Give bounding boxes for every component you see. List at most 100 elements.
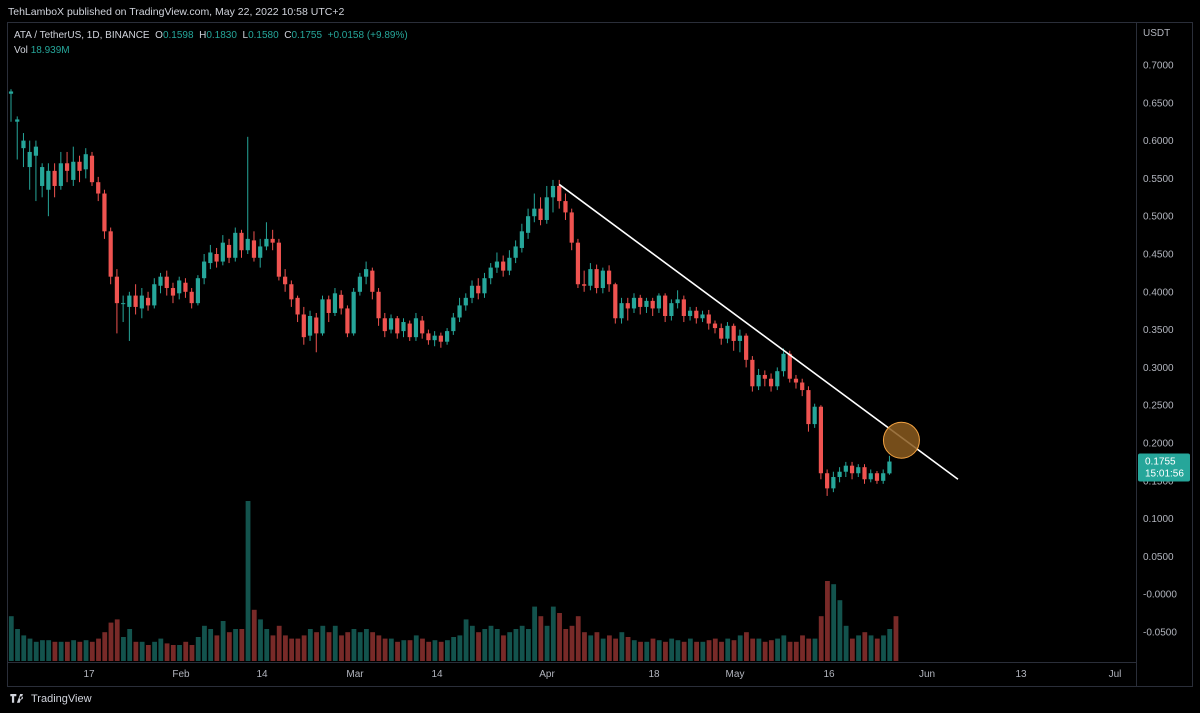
volume-bar — [71, 640, 76, 661]
volume-bar — [700, 641, 706, 661]
price-tick-label: 0.4000 — [1143, 287, 1174, 298]
time-axis[interactable] — [8, 662, 1136, 687]
time-tick-label: 13 — [1015, 669, 1027, 680]
volume-bar — [170, 645, 176, 661]
volume-bar — [837, 600, 843, 661]
candle-body — [843, 465, 848, 472]
candle-body — [295, 297, 300, 315]
price-tick-label: 0.3000 — [1143, 363, 1174, 374]
candle-body — [862, 467, 867, 480]
price-tick-label: 0.0500 — [1143, 552, 1174, 563]
candle-body — [588, 269, 593, 286]
candle-body — [613, 284, 618, 319]
candle-body — [750, 359, 755, 387]
tradingview-footer[interactable]: TradingView — [10, 693, 92, 705]
candle-body — [768, 378, 774, 387]
low-label: L — [242, 30, 249, 41]
candle-body — [606, 270, 612, 285]
candle-body — [401, 322, 406, 332]
candle-body — [314, 317, 319, 334]
volume-bar — [825, 581, 830, 661]
volume-bar — [812, 638, 818, 661]
price-tick-label: -0.0500 — [1143, 628, 1177, 639]
volume-legend[interactable]: Vol 18.939M — [14, 45, 70, 56]
price-tick-label: 0.1000 — [1143, 514, 1174, 525]
volume-bar — [631, 640, 637, 661]
chart-frame — [7, 22, 1193, 687]
candle-body — [357, 276, 362, 292]
candle-body — [407, 323, 412, 338]
candle-body — [825, 473, 830, 489]
volume-bar — [874, 638, 880, 661]
volume-bar — [575, 616, 581, 661]
volume-bar — [831, 584, 837, 661]
time-tick-label: 18 — [648, 669, 660, 680]
price-tick-label: 0.7000 — [1143, 61, 1174, 72]
candle-body — [214, 254, 219, 262]
volume-bar — [463, 619, 469, 661]
candle-body — [370, 270, 375, 292]
candle-body — [8, 91, 14, 94]
candle-body — [831, 477, 836, 489]
candle-body — [432, 335, 437, 341]
volume-bar — [887, 629, 893, 661]
candle-body — [289, 284, 294, 300]
candle-body — [507, 257, 512, 271]
candle-body — [133, 295, 138, 307]
time-tick-label: Apr — [539, 669, 555, 680]
volume-bar — [426, 641, 432, 661]
volume-bar — [588, 635, 594, 661]
volume-bar — [445, 640, 450, 661]
symbol-name[interactable]: ATA / TetherUS, 1D, BINANCE — [14, 30, 150, 41]
symbol-legend[interactable]: ATA / TetherUS, 1D, BINANCE O0.1598 H0.1… — [14, 30, 408, 41]
candle-body — [320, 299, 325, 334]
volume-bar — [687, 638, 693, 661]
volume-bar — [357, 632, 363, 661]
candle-body — [712, 323, 718, 329]
candle-body — [594, 269, 599, 289]
volume-bar — [345, 632, 351, 661]
volume-bar — [600, 638, 606, 661]
volume-bar — [650, 638, 656, 661]
candle-body — [463, 297, 468, 306]
candle-body — [339, 294, 344, 309]
volume-bar — [881, 635, 886, 661]
price-tick-label: 0.1500 — [1143, 476, 1174, 487]
volume-bar — [183, 641, 189, 661]
candle-body — [332, 293, 338, 313]
candle-body — [27, 151, 32, 168]
volume-bar — [451, 637, 457, 661]
volume-bar — [494, 629, 500, 661]
volume-bar — [202, 625, 207, 661]
candle-body — [145, 297, 151, 306]
candle-body — [519, 231, 524, 248]
volume-bar — [376, 635, 382, 661]
candle-body — [800, 382, 805, 391]
volume-bar — [868, 635, 874, 661]
volume-bar — [482, 629, 488, 661]
volume-bar — [675, 640, 681, 661]
candle-body — [737, 335, 743, 341]
volume-bar — [245, 501, 251, 661]
volume-bar — [164, 643, 170, 661]
time-tick-label: May — [726, 669, 745, 680]
price-axis[interactable] — [1136, 23, 1193, 686]
candle-body — [887, 461, 892, 474]
candle-body — [451, 317, 456, 332]
candle-body — [21, 140, 26, 149]
volume-bar — [432, 640, 438, 661]
low-value: 0.1580 — [248, 30, 279, 41]
candle-body — [681, 299, 686, 316]
candle-body — [388, 318, 394, 330]
candle-body — [283, 276, 288, 285]
tradingview-logo-icon — [10, 693, 23, 703]
volume-bar — [52, 641, 58, 661]
volume-bar — [768, 640, 774, 661]
volume-bar — [27, 638, 33, 661]
candle-body — [426, 333, 431, 341]
price-tick-label: 0.6500 — [1143, 98, 1174, 109]
volume-bar — [606, 635, 612, 661]
candle-body — [121, 303, 126, 305]
volume-bar — [407, 640, 413, 661]
